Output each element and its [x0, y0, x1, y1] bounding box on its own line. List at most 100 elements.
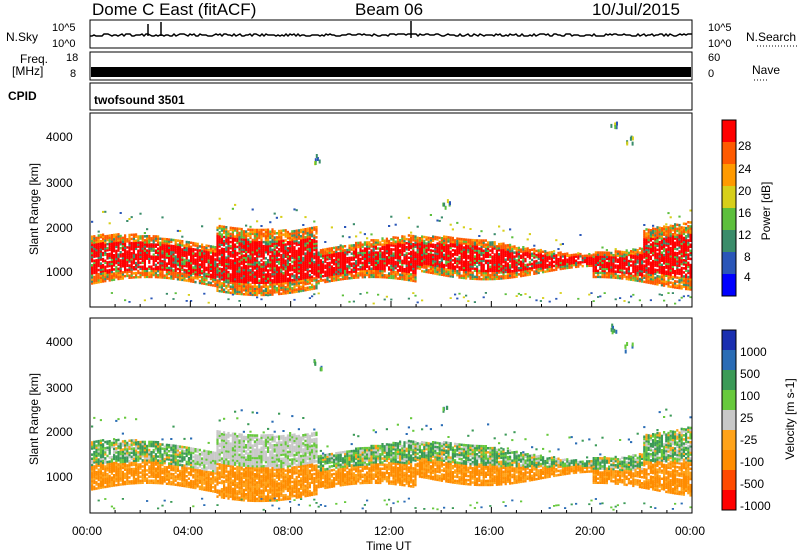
- power-cell: [91, 259, 94, 263]
- power-cell: [394, 236, 397, 239]
- power-cell: [225, 256, 228, 259]
- power-cell: [388, 250, 391, 253]
- power-cell: [335, 260, 338, 263]
- power-cell: [91, 251, 94, 255]
- power-cell: [124, 250, 127, 253]
- power-cell: [229, 226, 232, 230]
- power-cell: [192, 243, 195, 247]
- power-cell: [170, 275, 173, 278]
- power-cell: [306, 264, 309, 267]
- power-cell: [249, 248, 252, 252]
- power-cell: [207, 275, 210, 278]
- power-cell: [231, 269, 234, 272]
- power-cell: [143, 259, 146, 262]
- power-cell: [157, 255, 160, 259]
- power-cell: [102, 272, 105, 275]
- power-cell: [478, 239, 481, 242]
- power-cell: [269, 230, 272, 233]
- power-cell: [262, 253, 265, 256]
- power-cell: [306, 247, 309, 251]
- power-cell: [236, 257, 239, 261]
- power-cell: [223, 256, 226, 259]
- power-cell: [229, 261, 232, 264]
- power-cell: [372, 259, 375, 262]
- power-cell: [306, 280, 309, 283]
- power-cell: [260, 293, 263, 297]
- power-cell: [234, 257, 237, 261]
- power-cell: [205, 250, 208, 253]
- power-cell: [326, 280, 329, 283]
- power-cell: [284, 243, 287, 246]
- power-cell: [634, 248, 637, 252]
- power-cell: [152, 271, 155, 275]
- power-cell: [295, 270, 298, 273]
- power-cell: [451, 228, 454, 231]
- power-cell: [361, 263, 364, 267]
- power-cell: [260, 245, 263, 248]
- power-cell: [242, 236, 245, 239]
- power-cell: [480, 277, 483, 281]
- power-cell: [227, 291, 230, 294]
- power-cell: [352, 246, 355, 249]
- power-cell: [524, 293, 527, 295]
- power-cell: [196, 271, 199, 274]
- power-cell: [104, 271, 107, 275]
- power-cell: [223, 239, 226, 243]
- power-cell: [132, 261, 135, 265]
- power-cell: [220, 276, 223, 279]
- power-cell: [436, 244, 439, 247]
- power-cell: [458, 272, 461, 275]
- power-cell: [163, 276, 166, 279]
- power-cell: [174, 255, 177, 258]
- power-cell: [161, 262, 164, 265]
- power-cell: [130, 268, 133, 271]
- power-cell: [339, 274, 342, 277]
- power-cell: [363, 275, 366, 279]
- power-cell: [370, 255, 373, 258]
- power-cell: [328, 257, 331, 261]
- power-cell: [392, 242, 395, 245]
- power-cell: [227, 264, 230, 268]
- power-cell: [205, 244, 208, 247]
- power-cell: [152, 257, 155, 260]
- power-cell: [141, 261, 144, 264]
- power-cell: [119, 247, 122, 250]
- power-cell: [390, 262, 393, 265]
- power-cell: [326, 264, 329, 267]
- power-cell: [399, 239, 402, 242]
- power-cell: [115, 239, 118, 242]
- power-cell: [328, 269, 331, 273]
- power-cell: [660, 294, 663, 296]
- power-cell: [284, 239, 287, 242]
- power-cell: [456, 253, 459, 257]
- power-cell: [205, 276, 208, 280]
- power-cell: [315, 228, 318, 231]
- power-cell: [403, 247, 406, 251]
- power-cell: [146, 269, 149, 273]
- power-cell: [113, 247, 116, 251]
- power-cell: [315, 252, 318, 255]
- power-cell: [275, 238, 278, 241]
- power-cell: [394, 223, 397, 226]
- power-cell: [223, 254, 226, 257]
- power-cell: [245, 238, 248, 241]
- power-cell: [218, 259, 221, 262]
- power-cell: [665, 248, 668, 251]
- power-cell: [236, 251, 239, 255]
- power-cell: [216, 279, 219, 282]
- power-cell: [201, 257, 204, 261]
- power-cell: [361, 243, 364, 246]
- power-cell: [256, 234, 259, 238]
- power-cell: [324, 260, 327, 263]
- power-cell: [394, 266, 397, 270]
- power-cell: [363, 259, 366, 263]
- power-cell: [165, 262, 168, 265]
- power-cell: [108, 246, 111, 250]
- power-cell: [256, 296, 259, 299]
- power-cell: [561, 243, 564, 245]
- power-cell: [192, 272, 195, 275]
- power-cell: [357, 241, 360, 245]
- power-cell: [273, 250, 276, 253]
- power-cell: [403, 257, 406, 261]
- power-cell: [432, 271, 435, 275]
